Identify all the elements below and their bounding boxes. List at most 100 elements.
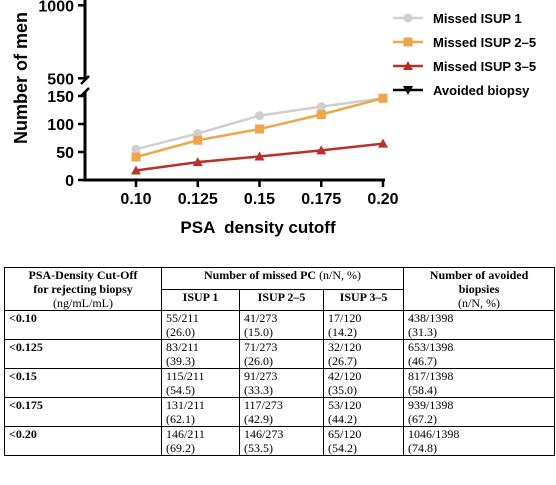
cutoff-value: <0.15: [9, 369, 37, 383]
isup35-header: ISUP 3–5: [322, 288, 405, 311]
cutoff-cell: <0.175: [4, 397, 162, 427]
isup1-cell: 83/211 (39.3): [161, 339, 240, 369]
cutoff-header: PSA-Density Cut-Off for rejecting biopsy…: [4, 267, 162, 311]
isup35-count: 32/120: [328, 340, 362, 354]
avoided-count: 939/1398: [408, 398, 454, 412]
legend: Missed ISUP 1 Missed ISUP 2–5 Missed ISUP …: [393, 11, 536, 98]
isup35-cell: 42/120 (35.0): [322, 368, 405, 398]
isup1-percent: (54.5): [166, 383, 195, 397]
isup35-percent: (54.2): [328, 441, 357, 455]
legend-label: Missed ISUP 3–5: [433, 59, 536, 74]
x-tick-label: 0.10: [120, 191, 151, 208]
isup25-cell: 41/273 (15.0): [239, 310, 324, 340]
isup1-count: 115/211: [166, 369, 205, 383]
isup35-count: 17/120: [328, 311, 362, 325]
isup35-cell: 65/120 (54.2): [322, 426, 405, 456]
series-marker: [131, 165, 141, 175]
avoided-header-line1: Number of avoided: [429, 268, 529, 282]
series-line: [135, 97, 384, 151]
table-row: <0.125 83/211 (39.3) 71/273 (26.0) 32/120 (26.…: [4, 339, 556, 369]
missed-pc-unit: (n/N, %): [319, 268, 362, 282]
x-axis-label: PSA density cutoff: [180, 218, 336, 237]
isup35-count: 53/120: [328, 398, 362, 412]
cutoff-cell: <0.20: [4, 426, 162, 456]
series-marker: [316, 109, 326, 119]
isup1-count: 55/211: [166, 311, 199, 325]
avoided-count: 817/1398: [408, 369, 454, 383]
table-row: <0.10 55/211 (26.0) 41/273 (15.0) 17/120 (14.2…: [4, 310, 556, 340]
cutoff-header-line1: PSA-Density Cut-Off: [28, 268, 138, 282]
isup1-percent: (69.2): [166, 441, 195, 455]
isup35-cell: 53/120 (44.2): [322, 397, 405, 427]
isup35-percent: (14.2): [328, 325, 357, 339]
missed-pc-title: Number of missed PC: [203, 268, 317, 282]
series-marker: [192, 157, 203, 167]
isup35-count: 65/120: [328, 427, 362, 441]
isup35-percent: (44.2): [328, 412, 357, 426]
isup1-count: 146/211: [166, 427, 205, 441]
series-marker: [193, 135, 203, 145]
table-header-row: PSA-Density Cut-Off for rejecting biopsy…: [4, 267, 556, 311]
isup25-cell: 146/273 (53.5): [239, 426, 324, 456]
table-row: <0.20 146/211 (69.2) 146/273 (53.5) 65/120 (54…: [4, 426, 556, 456]
avoided-count: 1046/1398: [408, 427, 460, 441]
series-marker: [254, 151, 265, 161]
isup1-percent: (62.1): [166, 412, 195, 426]
isup25-count: 41/273: [244, 311, 278, 325]
y-tick-label: 150: [47, 89, 74, 106]
isup1-cell: 146/211 (69.2): [161, 426, 240, 456]
avoided-cell: 817/1398 (58.4): [403, 368, 556, 398]
isup1-count: 131/211: [166, 398, 205, 412]
isup25-count: 71/273: [244, 340, 278, 354]
series-marker: [131, 144, 141, 154]
avoided-cell: 1046/1398 (74.8): [403, 426, 556, 456]
cutoff-value: <0.125: [9, 340, 43, 354]
isup25-header: ISUP 2–5: [239, 288, 324, 311]
avoided-header-line2: biopsies: [458, 282, 500, 296]
isup1-percent: (39.3): [166, 354, 195, 368]
isup35-cell: 17/120 (14.2): [322, 310, 405, 340]
y-tick-label: 1000: [38, 0, 74, 15]
table-row: <0.175 131/211 (62.1) 117/273 (42.9) 53/120 (4…: [4, 397, 556, 427]
isup1-header: ISUP 1: [161, 288, 240, 311]
y-tick-label: 500: [47, 71, 74, 88]
cutoff-cell: <0.15: [4, 368, 162, 398]
isup25-percent: (42.9): [244, 412, 273, 426]
cutoff-value: <0.10: [9, 311, 37, 325]
isup25-percent: (15.0): [244, 325, 273, 339]
isup1-cell: 115/211 (54.5): [161, 368, 240, 398]
x-tick-label: 0.125: [178, 191, 218, 208]
series-markers: [131, 93, 388, 175]
isup25-percent: (26.0): [244, 354, 273, 368]
missed-cancer-table: PSA-Density Cut-Off for rejecting biopsy…: [4, 267, 556, 456]
series-marker: [403, 61, 413, 70]
isup35-cell: 32/120 (26.7): [322, 339, 405, 369]
avoided-percent: (58.4): [408, 383, 438, 397]
series-lines: [135, 97, 384, 172]
table-subheader-row: ISUP 1 ISUP 2–5 ISUP 3–5: [5, 288, 555, 311]
y-axis-label: Number of men: [11, 12, 31, 144]
isup25-count: 91/273: [244, 369, 278, 383]
cutoff-value: <0.20: [9, 427, 37, 441]
avoided-count: 653/1398: [408, 340, 454, 354]
axis-break-mark: [80, 75, 90, 85]
x-tick-label: 0.175: [301, 191, 341, 208]
isup1-percent: (26.0): [166, 325, 195, 339]
series-marker: [316, 145, 327, 155]
x-tick-label: 0.15: [244, 191, 275, 208]
isup35-percent: (35.0): [328, 383, 357, 397]
isup35-count: 42/120: [328, 369, 362, 383]
avoided-cell: 438/1398 (31.3): [403, 310, 556, 340]
cutoff-value: <0.175: [9, 398, 43, 412]
y-tick-label: 100: [47, 117, 74, 134]
isup35-percent: (26.7): [328, 354, 357, 368]
avoided-percent: (46.7): [408, 354, 438, 368]
isup1-cell: 131/211 (62.1): [161, 397, 240, 427]
isup25-count: 146/273: [244, 427, 284, 441]
y-tick-label: 0: [65, 173, 74, 190]
isup25-percent: (53.5): [244, 441, 273, 455]
isup25-cell: 117/273 (42.9): [239, 397, 324, 427]
legend-label: Missed ISUP 1: [433, 11, 522, 26]
series-marker: [316, 102, 326, 112]
